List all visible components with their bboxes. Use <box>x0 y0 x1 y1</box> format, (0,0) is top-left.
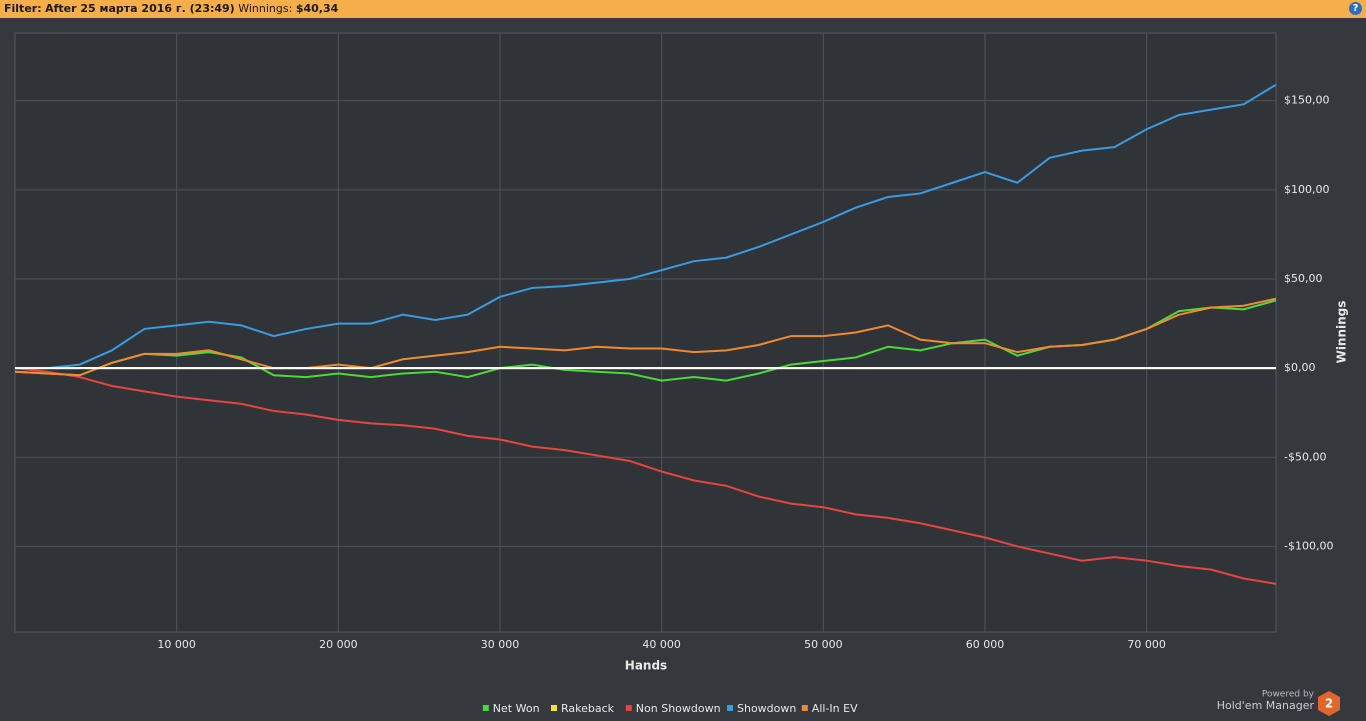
powered-by: Powered by <box>1262 690 1315 700</box>
series-line <box>14 297 1277 377</box>
x-tick-label: 60 000 <box>966 638 1005 651</box>
series-line <box>14 367 1277 585</box>
legend-swatch <box>727 705 733 711</box>
y-tick-label: $100,00 <box>1284 183 1330 196</box>
plot-area <box>14 32 1277 633</box>
x-tick-label: 40 000 <box>642 638 681 651</box>
y-tick-label: $50,00 <box>1284 272 1323 285</box>
x-tick-label: 70 000 <box>1127 638 1166 651</box>
y-tick-label: $0,00 <box>1284 361 1316 374</box>
x-tick-label: 50 000 <box>804 638 843 651</box>
legend-swatch <box>801 705 808 711</box>
y-tick-label: $150,00 <box>1284 94 1330 107</box>
x-axis-label: Hands <box>625 659 667 673</box>
filter-bar: Filter: After 25 марта 2016 г. (23:49) W… <box>0 0 1366 18</box>
legend-label: Showdown <box>737 702 796 715</box>
logo-badge: 2 <box>1325 697 1333 711</box>
legend-swatch <box>482 705 489 711</box>
legend-swatch <box>625 705 632 711</box>
x-tick-label: 20 000 <box>319 638 358 651</box>
legend-label: All-In EV <box>812 702 858 715</box>
filter-text: After 25 марта 2016 г. (23:49) <box>45 2 235 15</box>
legend-label: Net Won <box>493 702 540 715</box>
winnings-value: $40,34 <box>295 2 339 15</box>
series-line <box>15 83 1277 370</box>
logo <box>1318 691 1340 716</box>
y-axis-label: Winnings <box>1335 301 1349 364</box>
filter-label: Filter: <box>4 2 42 15</box>
x-tick-label: 10 000 <box>157 638 196 651</box>
help-button[interactable]: ? <box>1349 2 1362 15</box>
x-tick-label: 30 000 <box>481 638 520 651</box>
legend-swatch <box>551 705 557 711</box>
chart: Hands Winnings Powered by Hold'em Manage… <box>14 32 1349 716</box>
legend-label: Rakeback <box>561 702 615 715</box>
y-tick-label: -$100,00 <box>1284 539 1333 552</box>
product-name: Hold'em Manager <box>1217 699 1315 712</box>
y-tick-label: -$50,00 <box>1284 450 1326 463</box>
legend-label: Non Showdown <box>636 702 721 715</box>
winnings-label: Winnings: <box>238 2 293 15</box>
